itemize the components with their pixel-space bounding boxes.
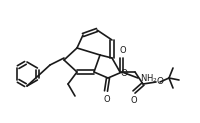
Text: O: O: [103, 95, 110, 104]
Text: O: O: [120, 69, 127, 77]
Text: NH$_2$: NH$_2$: [139, 73, 157, 85]
Text: O: O: [119, 46, 126, 55]
Text: O: O: [130, 96, 137, 105]
Text: O: O: [156, 77, 163, 86]
